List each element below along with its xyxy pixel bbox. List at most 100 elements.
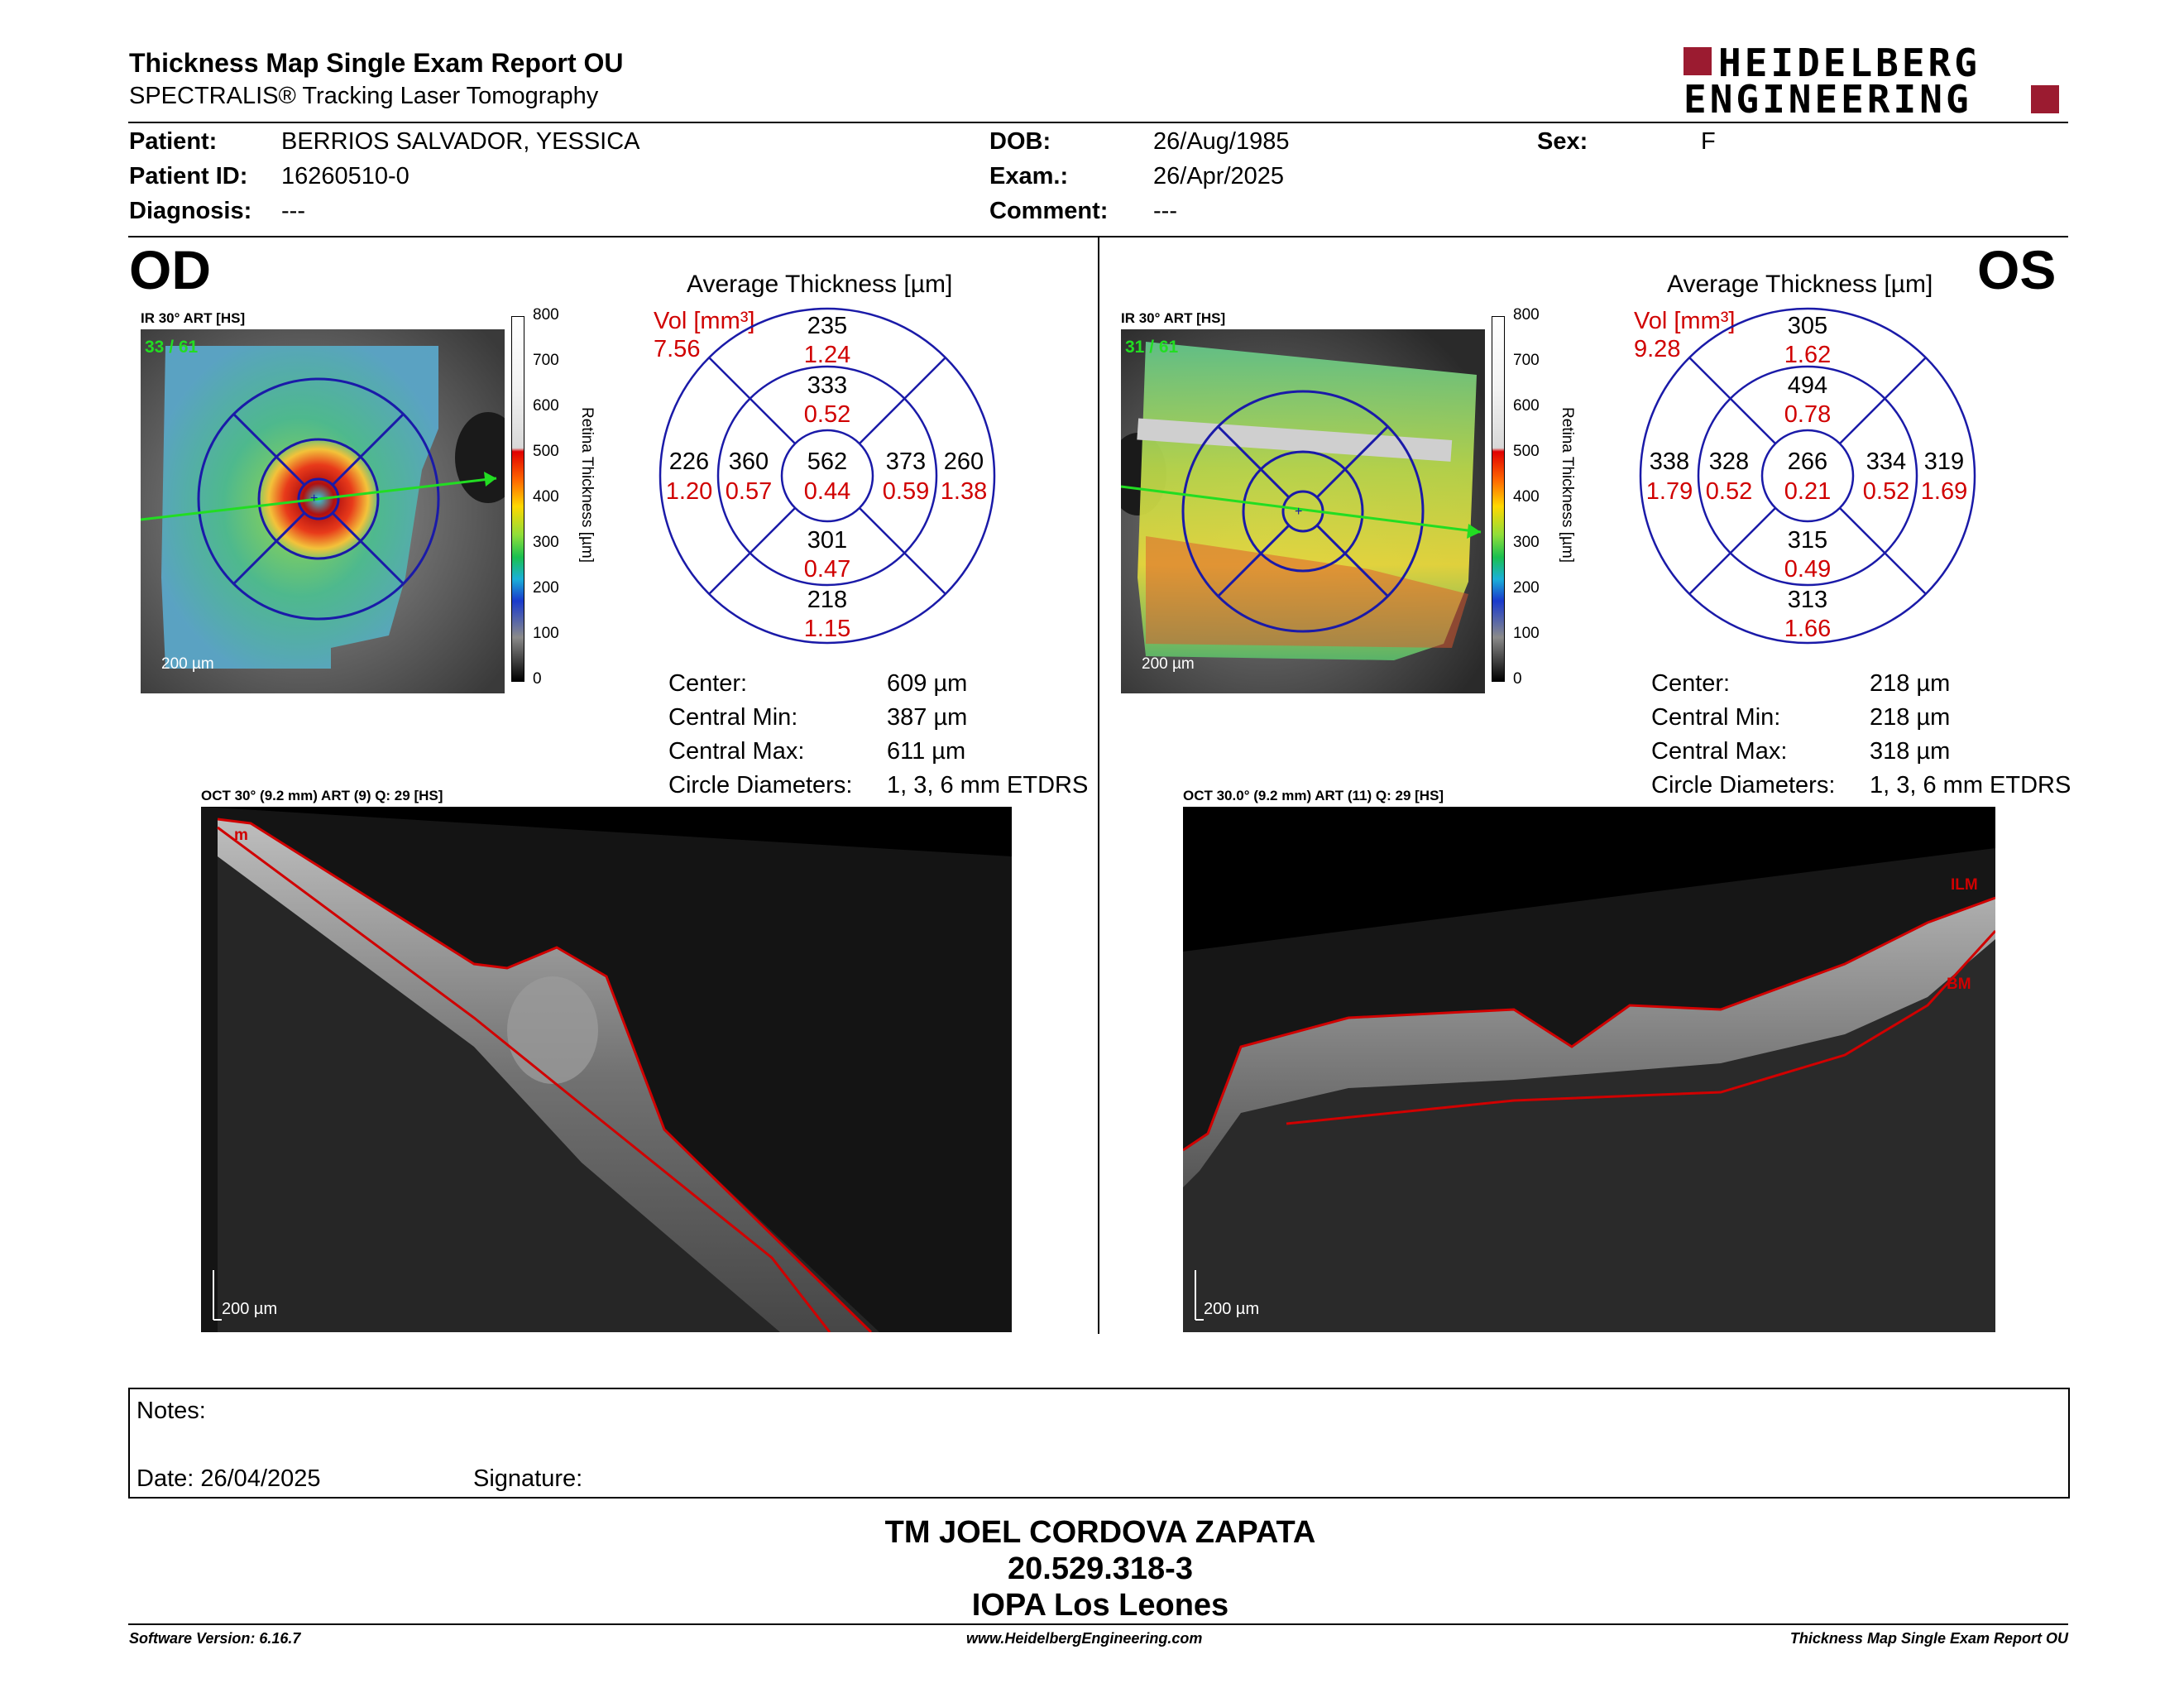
sex-value: F — [1701, 128, 1716, 155]
scale-tick-label: 800 — [533, 306, 559, 324]
os-inner-inferior-thickness: 315 — [1787, 527, 1828, 554]
os-ir-scalebar: 200 µm — [1142, 655, 1195, 673]
os-fundus-thickness-map: + 31 / 61 200 µm — [1109, 329, 1485, 693]
os-avg-title: Average Thickness [µm] — [1667, 271, 1933, 298]
os-stat-center-label: Center: — [1651, 670, 1731, 697]
exam-value: 26/Apr/2025 — [1153, 163, 1285, 189]
os-ir-label: IR 30° ART [HS] — [1121, 310, 1226, 326]
od-stat-diam-label: Circle Diameters: — [668, 772, 853, 798]
os-inner-right-thickness: 334 — [1866, 448, 1907, 475]
os-stat-min-label: Central Min: — [1651, 704, 1781, 731]
od-vol-label: Vol [mm³] — [654, 308, 755, 334]
scale-tick-label: 300 — [1513, 534, 1540, 551]
od-stat-max-value: 611 µm — [887, 738, 966, 765]
od-stat-center-value: 609 µm — [887, 670, 968, 697]
os-color-scale: 800 700 600 500 400 300 200 100 0 Retina… — [1492, 306, 1583, 688]
os-outer-inferior-thickness: 313 — [1787, 587, 1828, 613]
scale-tick-label: 200 — [533, 579, 559, 597]
exam-label: Exam.: — [989, 163, 1069, 189]
footer-software-version: Software Version: 6.16.7 — [129, 1630, 301, 1647]
od-outer-superior-volume: 1.24 — [803, 342, 851, 368]
od-outer-right-volume: 1.38 — [940, 478, 988, 505]
sex-label: Sex: — [1537, 128, 1588, 155]
scale-tick-label: 200 — [1513, 579, 1540, 597]
od-inner-left-thickness: 360 — [728, 448, 769, 475]
os-oct-scalebar: 200 µm — [1204, 1300, 1259, 1318]
od-fundus-thickness-map: + 33 / 61 200 µm — [140, 329, 521, 693]
notes-signature-label: Signature: — [473, 1465, 583, 1492]
report-subtitle: SPECTRALIS® Tracking Laser Tomography — [129, 83, 599, 109]
od-stat-diam-value: 1, 3, 6 mm ETDRS — [887, 772, 1089, 798]
scale-tick-label: 700 — [1513, 352, 1540, 369]
od-inner-right-volume: 0.59 — [882, 478, 930, 505]
dob-value: 26/Aug/1985 — [1153, 128, 1290, 155]
signer-name: TM JOEL CORDOVA ZAPATA — [884, 1515, 1316, 1550]
scale-tick-label: 100 — [1513, 625, 1540, 642]
od-inner-inferior-thickness: 301 — [807, 527, 848, 554]
os-stat-center-value: 218 µm — [1870, 670, 1951, 697]
od-stat-max-label: Central Max: — [668, 738, 805, 765]
scale-tick-label: 0 — [1513, 670, 1522, 688]
scale-tick-label: 800 — [1513, 306, 1540, 324]
scale-tick-label: 500 — [533, 443, 559, 460]
od-inner-right-thickness: 373 — [885, 448, 927, 475]
os-outer-right-thickness: 319 — [1923, 448, 1965, 475]
os-inner-left-volume: 0.52 — [1705, 478, 1753, 505]
scale-tick-label: 100 — [533, 625, 559, 642]
os-etdrs-grid: 305 1.62 494 0.78 266 0.21 328 0.52 334 … — [1638, 306, 1977, 645]
scale-tick-label: 500 — [1513, 443, 1540, 460]
os-outer-left-thickness: 338 — [1649, 448, 1690, 475]
os-inner-superior-volume: 0.78 — [1784, 401, 1832, 428]
svg-text:+: + — [310, 492, 318, 506]
od-outer-inferior-thickness: 218 — [807, 587, 848, 613]
od-ir-scalebar: 200 µm — [161, 655, 214, 673]
footer-website[interactable]: www.HeidelbergEngineering.com — [966, 1630, 1203, 1647]
notes-label: Notes: — [136, 1398, 206, 1424]
os-outer-superior-thickness: 305 — [1787, 313, 1828, 339]
notes-box[interactable]: Notes: Date: 26/04/2025 Signature: — [128, 1388, 2070, 1499]
scale-tick-label: 300 — [533, 534, 559, 551]
os-oct-bscan: ILM BM 200 µm — [1182, 807, 1997, 1332]
od-stat-min-value: 387 µm — [887, 704, 968, 731]
os-inner-left-thickness: 328 — [1708, 448, 1750, 475]
od-ir-label: IR 30° ART [HS] — [141, 310, 246, 326]
os-eye-label: OS — [1977, 239, 2057, 300]
os-center-thickness: 266 — [1787, 448, 1828, 475]
signer-id: 20.529.318-3 — [1008, 1551, 1193, 1586]
od-vol-value: 7.56 — [654, 336, 701, 362]
od-oct-label: OCT 30° (9.2 mm) ART (9) Q: 29 [HS] — [201, 788, 443, 803]
scale-tick-label: 600 — [1513, 397, 1540, 415]
os-oct-bm-label: BM — [1947, 976, 1971, 993]
os-oct-ilm-label: ILM — [1951, 876, 1978, 894]
os-vol-value: 9.28 — [1634, 336, 1681, 362]
patient-label: Patient: — [129, 128, 218, 155]
od-inner-inferior-volume: 0.47 — [803, 556, 851, 583]
scale-tick-label: 400 — [533, 488, 559, 506]
od-scale-label: Retina Thickness [µm] — [578, 407, 596, 563]
os-stat-max-value: 318 µm — [1870, 738, 1951, 765]
os-inner-right-volume: 0.52 — [1862, 478, 1910, 505]
scale-tick-label: 0 — [533, 670, 542, 688]
od-color-scale: 800 700 600 500 400 300 200 100 0 Retina… — [511, 306, 602, 688]
os-stat-max-label: Central Max: — [1651, 738, 1788, 765]
od-oct-ilm-marker: m — [234, 827, 248, 844]
patient-id: 16260510-0 — [281, 163, 410, 189]
scale-tick-label: 400 — [1513, 488, 1540, 506]
os-inner-superior-thickness: 494 — [1787, 372, 1828, 399]
od-outer-superior-thickness: 235 — [807, 313, 848, 339]
comment-label: Comment: — [989, 198, 1109, 224]
os-outer-inferior-volume: 1.66 — [1784, 616, 1832, 642]
os-stat-min-value: 218 µm — [1870, 704, 1951, 731]
od-stat-min-label: Central Min: — [668, 704, 798, 731]
od-oct-scalebar: 200 µm — [222, 1300, 277, 1318]
od-inner-left-volume: 0.57 — [725, 478, 773, 505]
os-oct-label: OCT 30.0° (9.2 mm) ART (11) Q: 29 [HS] — [1183, 788, 1444, 803]
os-outer-left-volume: 1.79 — [1645, 478, 1693, 505]
heidelberg-logo: HEIDELBERG ENGINEERING — [1684, 41, 2064, 122]
od-center-thickness: 562 — [807, 448, 848, 475]
comment-value: --- — [1153, 198, 1177, 224]
os-center-volume: 0.21 — [1784, 478, 1832, 505]
os-outer-right-volume: 1.69 — [1920, 478, 1968, 505]
diagnosis-label: Diagnosis: — [129, 198, 252, 224]
svg-text:+: + — [1295, 505, 1302, 519]
